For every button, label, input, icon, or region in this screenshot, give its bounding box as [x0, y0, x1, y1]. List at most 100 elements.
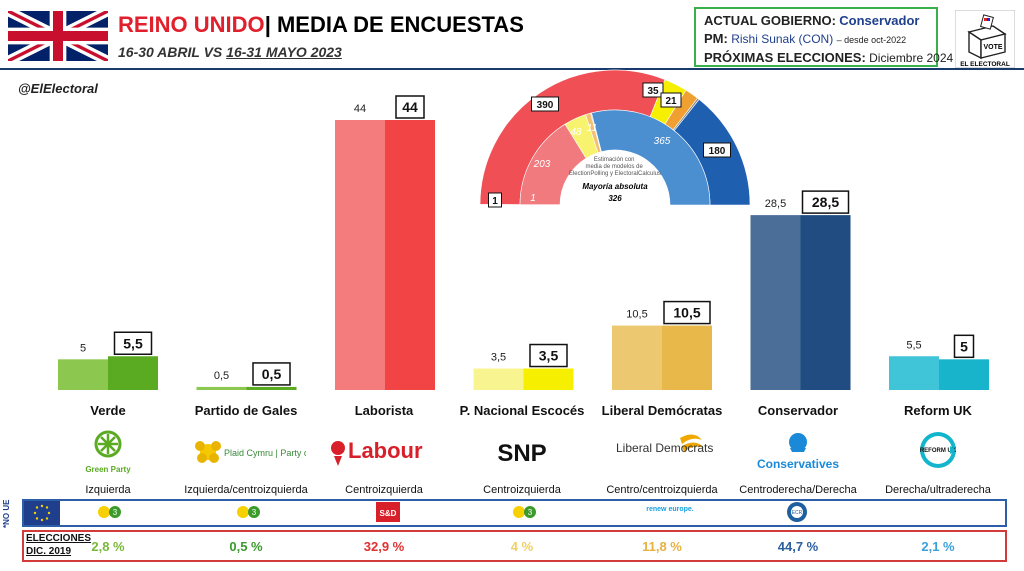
bar-previous-5 [750, 215, 801, 390]
election-2019-libdem: 11,8 % [642, 539, 682, 554]
bar-previous-2 [335, 120, 385, 390]
label-previous-4: 10,5 [626, 309, 647, 321]
bar-current-6 [939, 359, 989, 390]
elections-label-line-2: DIC. 2019 [26, 546, 72, 557]
label-current-6: 5 [960, 338, 968, 354]
greens-efa-icon: 3 [237, 506, 260, 518]
labour-logo: Labour [331, 438, 423, 466]
hemi-outer-label-box-0 [488, 192, 502, 208]
election-2019-gales: 0,5 % [229, 539, 263, 554]
hemi-inner-label-2: 48 [570, 127, 582, 138]
majority-label: Mayoría absoluta [582, 182, 648, 191]
label-current-2: 44 [402, 99, 418, 115]
ecr-group-text: ECR [792, 510, 803, 516]
government-box: ACTUAL GOBIERNO: Conservador PM: Rishi S… [694, 7, 953, 67]
gov-value: Conservador [839, 13, 920, 28]
bar-current-2 [385, 120, 435, 390]
hemi-inner-label-5: 365 [654, 136, 671, 147]
title-rest: | MEDIA DE ENCUESTAS [264, 12, 524, 37]
reform-uk-logo-text: REFORM UK [920, 448, 957, 454]
greens-efa-number: 3 [113, 508, 118, 517]
party-name-verde: Verde [90, 403, 126, 418]
pm-value: Rishi Sunak (CON) [731, 32, 834, 46]
hemi-outer-label-0: 1 [492, 196, 498, 207]
subtitle-prefix: 16-30 ABRIL VS [118, 44, 227, 60]
hemicycle-note: Estimación con media de modelos de Elect… [569, 157, 661, 177]
logo-vote-text: VOTE [983, 44, 1002, 51]
green-party-logo-text: Green Party [85, 465, 131, 474]
hemi-outer-label-5: 180 [709, 146, 726, 157]
conservatives-logo-text: Conservatives [757, 457, 839, 471]
ideology-reform: Derecha/ultraderecha [885, 484, 991, 496]
bar-current-3 [523, 368, 574, 390]
label-current-box-1 [252, 362, 291, 386]
eu-groups-row [22, 499, 1007, 527]
bar-previous-0 [58, 359, 108, 390]
renew-europe-icon: renew europe. [646, 506, 694, 513]
party-name-libdem: Liberal Demócratas [601, 403, 723, 418]
label-current-box-0 [113, 331, 153, 355]
subtitle-current: 16-31 MAYO 2023 [226, 44, 342, 60]
libdem-logo-text: Liberal Democrats [616, 441, 713, 455]
libdem-logo: Liberal Democrats [616, 434, 713, 455]
bar-previous-3 [473, 368, 524, 390]
party-name-reform: Reform UK [904, 403, 972, 418]
sd-group-icon: S&D [376, 502, 400, 522]
label-current-box-2 [395, 95, 425, 119]
hemicycle-chart: 1 390 35 21 180 1 203 48 11 365 Estimación con me… [479, 69, 751, 208]
label-current-4: 10,5 [673, 305, 700, 321]
label-current-5: 28,5 [812, 194, 839, 210]
label-previous-6: 5,5 [906, 339, 921, 351]
greens-efa-number: 3 [252, 508, 257, 517]
bar-current-4 [662, 325, 712, 390]
logo-brand-text: EL ELECTORAL [960, 61, 1010, 68]
snp-logo-text: SNP [497, 440, 546, 467]
ideology-laborista: Centroizquierda [345, 484, 423, 496]
label-previous-5: 28,5 [765, 198, 786, 210]
renew-group-text: renew europe. [646, 506, 694, 513]
election-2019-verde: 2,8 % [91, 539, 125, 554]
hemi-outer-label-3: 21 [665, 96, 677, 107]
greens-efa-number: 3 [528, 508, 533, 517]
hemi-outer-label-box-5 [703, 142, 731, 158]
gov-label: ACTUAL GOBIERNO: [704, 13, 836, 28]
eu-flag-icon [24, 501, 60, 525]
next-label: PRÓXIMAS ELECCIONES: [704, 50, 866, 65]
bar-previous-6 [889, 356, 939, 390]
ecr-group-icon: ECR [787, 502, 807, 522]
party-name-laborista: Laborista [354, 403, 414, 418]
party-name-gales: Partido de Gales [194, 403, 298, 418]
ideology-snp: Centroizquierda [483, 484, 561, 496]
bar-current-0 [108, 356, 158, 390]
ideology-verde: Izquierda [85, 484, 131, 496]
label-current-box-3 [529, 343, 568, 368]
author-handle: @ElElectoral [18, 81, 98, 96]
plaid-cymru-logo-text: Plaid Cymru | Party of Wales [224, 448, 306, 458]
green-party-logo: Green Party [85, 430, 131, 474]
label-previous-0: 5 [80, 342, 86, 354]
hemi-outer-label-box-2 [642, 82, 664, 98]
uk-flag-icon [8, 11, 108, 61]
hemi-inner-label-3: 11 [587, 123, 597, 134]
label-previous-3: 3,5 [491, 352, 506, 364]
hemicycle-labels: 1 390 35 21 180 1 203 48 11 365 [488, 82, 731, 208]
bar-previous-1 [196, 386, 247, 390]
conservatives-logo: Conservatives [757, 433, 839, 471]
bar-current-5 [800, 215, 851, 390]
label-previous-2: 44 [354, 103, 366, 115]
page-subtitle: 16-30 ABRIL VS 16-31 MAYO 2023 [118, 44, 342, 60]
ideology-conservador: Centroderecha/Derecha [739, 484, 857, 496]
party-name-snp: P. Nacional Escocés [459, 403, 585, 418]
greens-efa-icon: 3 [513, 506, 536, 518]
greens-efa-icon: 3 [98, 506, 121, 518]
next-value: Diciembre 2024 [869, 51, 954, 65]
majority-value: 326 [608, 194, 622, 203]
ideology-libdem: Centro/centroizquierda [606, 484, 718, 496]
elections-2019-label: ELECCIONES DIC. 2019 [26, 532, 91, 558]
elections-2019-row [22, 530, 1007, 562]
pm-note: – desde oct-2022 [836, 35, 907, 45]
label-current-3: 3,5 [539, 348, 559, 364]
el-electoral-logo: VOTE EL ELECTORAL [955, 10, 1015, 68]
elections-label-line-1: ELECCIONES [26, 533, 92, 544]
hemi-outer-label-box-3 [660, 92, 682, 108]
